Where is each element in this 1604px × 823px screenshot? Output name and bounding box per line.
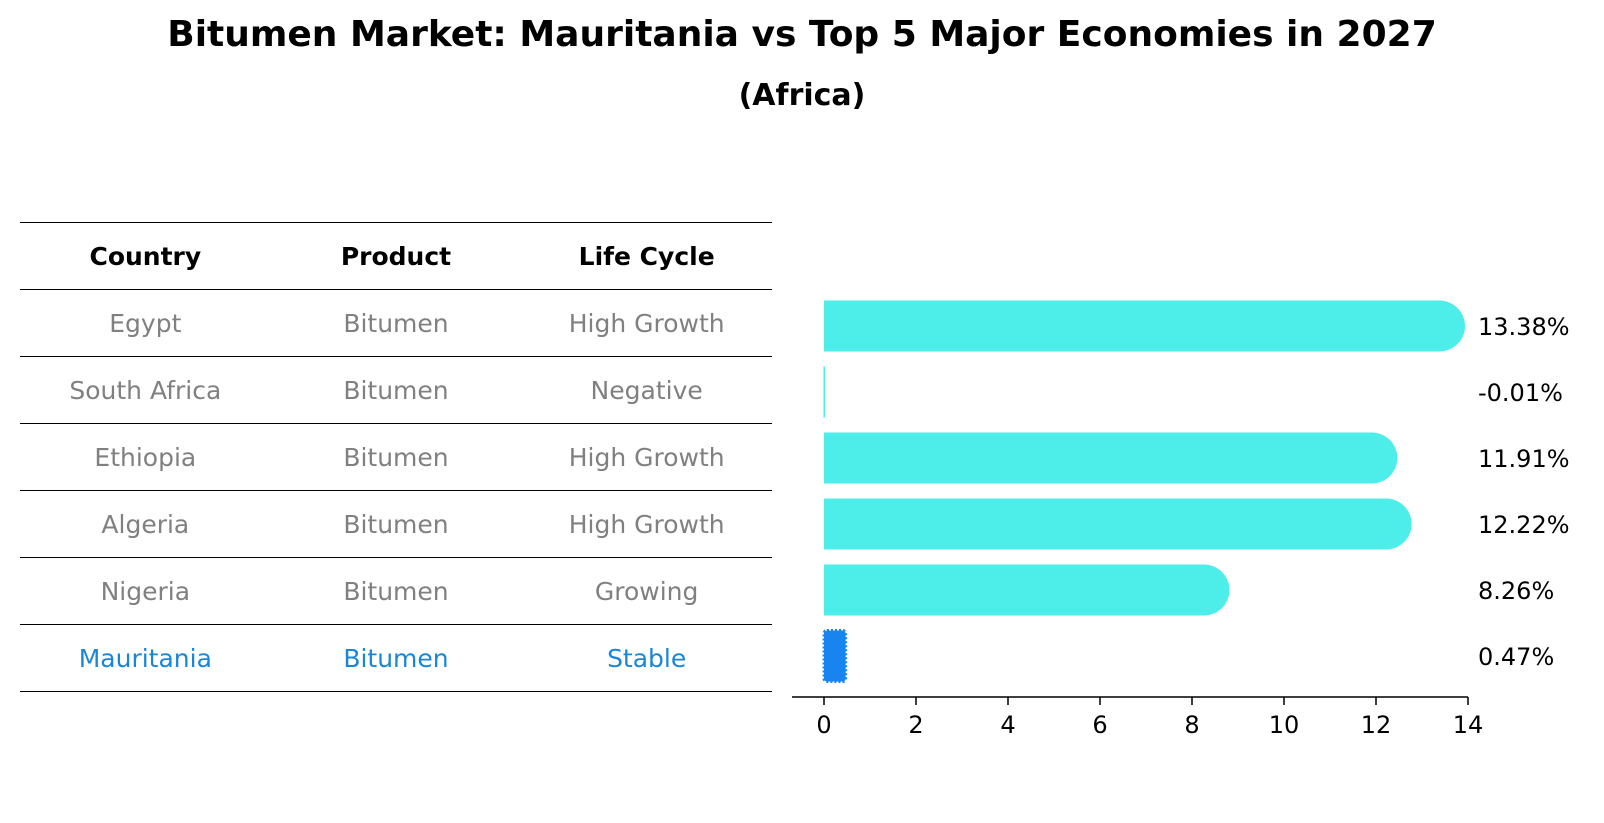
table-row: Nigeria Bitumen Growing	[20, 557, 772, 625]
header-product: Product	[270, 222, 522, 290]
cell-product: Bitumen	[270, 356, 522, 424]
x-tick-label: 6	[1092, 711, 1107, 739]
x-tick-label: 8	[1184, 711, 1199, 739]
cell-life-cycle: High Growth	[521, 289, 772, 357]
cell-life-cycle: High Growth	[521, 423, 772, 491]
x-tick-label: 4	[1000, 711, 1015, 739]
cell-country: Nigeria	[20, 557, 271, 625]
header-life-cycle: Life Cycle	[521, 222, 772, 290]
x-tick-label: 10	[1269, 711, 1300, 739]
bar-algeria	[824, 498, 1412, 550]
cell-product: Bitumen	[270, 423, 522, 491]
value-label-south-africa: -0.01%	[1478, 379, 1563, 407]
chart-title: Bitumen Market: Mauritania vs Top 5 Majo…	[167, 14, 1437, 55]
table-row-highlight: Mauritania Bitumen Stable	[20, 624, 772, 692]
cell-product: Bitumen	[270, 624, 522, 692]
table-row: South Africa Bitumen Negative	[20, 356, 772, 424]
value-label-mauritania: 0.47%	[1478, 643, 1554, 671]
table-header-row: Country Product Life Cycle	[20, 222, 772, 290]
cell-country: Algeria	[20, 490, 271, 558]
cell-country: South Africa	[20, 356, 271, 424]
table-row: Egypt Bitumen High Growth	[20, 289, 772, 357]
cell-life-cycle: Negative	[521, 356, 772, 424]
cell-country: Ethiopia	[20, 423, 271, 491]
x-tick-label: 0	[816, 711, 831, 739]
value-label-nigeria: 8.26%	[1478, 577, 1554, 605]
bar-south-africa	[823, 366, 825, 418]
cell-life-cycle: Stable	[521, 624, 772, 692]
cell-product: Bitumen	[270, 490, 522, 558]
market-table: Country Product Life Cycle Egypt Bitumen…	[20, 222, 772, 692]
cell-country: Mauritania	[20, 624, 271, 692]
value-label-ethiopia: 11.91%	[1478, 445, 1570, 473]
bar-ethiopia	[824, 432, 1398, 484]
header-country: Country	[20, 222, 271, 290]
x-tick-label: 2	[908, 711, 923, 739]
x-tick-label: 14	[1453, 711, 1484, 739]
table-row: Ethiopia Bitumen High Growth	[20, 423, 772, 491]
cell-product: Bitumen	[270, 289, 522, 357]
bar-mauritania	[822, 629, 848, 683]
chart-subtitle: (Africa)	[738, 78, 866, 113]
bar-nigeria	[824, 564, 1230, 616]
table-row: Algeria Bitumen High Growth	[20, 490, 772, 558]
value-label-algeria: 12.22%	[1478, 511, 1570, 539]
cell-life-cycle: High Growth	[521, 490, 772, 558]
bar-egypt	[824, 300, 1465, 352]
cell-country: Egypt	[20, 289, 271, 357]
cell-life-cycle: Growing	[521, 557, 772, 625]
value-label-egypt: 13.38%	[1478, 313, 1570, 341]
cell-product: Bitumen	[270, 557, 522, 625]
x-tick-label: 12	[1361, 711, 1392, 739]
